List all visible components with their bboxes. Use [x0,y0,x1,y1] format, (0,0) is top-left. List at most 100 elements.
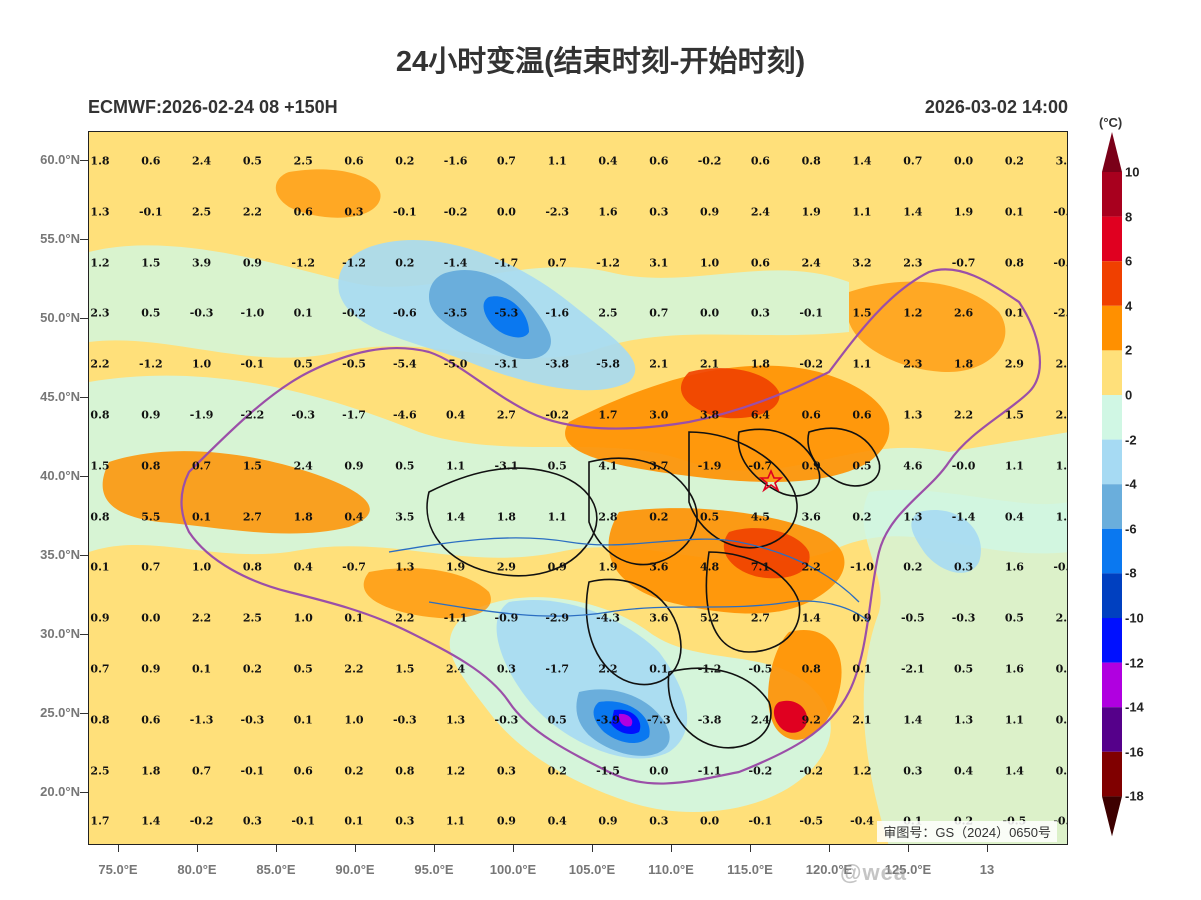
grid-value: 0.6 [293,205,313,219]
grid-value: 0.7 [649,306,669,320]
grid-value: 1.3 [903,510,923,524]
grid-value: 2.2 [1055,611,1068,625]
colorbar-label: 0 [1125,387,1133,403]
grid-value: -5.4 [392,357,417,371]
grid-value: 0.1 [1004,205,1024,219]
grid-value: 0.1 [344,611,364,625]
grid-value: 1.1 [446,814,466,828]
grid-value: 1.4 [852,154,872,168]
grid-value: -0.3 [1053,256,1067,270]
grid-value: -0.8 [1053,205,1067,219]
grid-value: 2.5 [242,611,262,625]
grid-value: 0.7 [192,459,212,473]
longitude-label: 115.0°E [727,862,773,877]
grid-value: 2.2 [90,357,110,371]
grid-value: 1.1 [1055,510,1068,524]
grid-value: 9.2 [801,713,821,727]
grid-value: 5.5 [141,510,161,524]
yellow-river [388,537,860,603]
grid-value: 0.1 [852,662,872,676]
grid-value: 0.6 [141,154,161,168]
grid-value: 1.4 [903,713,923,727]
grid-value: -2.2 [240,408,265,422]
latitude-label: 20.0°N [40,784,80,799]
grid-value: 1.3 [446,713,466,727]
grid-value: 0.9 [547,560,567,574]
longitude-tick [671,845,672,852]
colorbar-label: 8 [1125,209,1133,225]
longitude-tick [987,845,988,852]
grid-value: 0.6 [750,154,770,168]
grid-value: 1.8 [141,764,161,778]
national-boundary [180,268,1041,785]
colorbar-label: -6 [1125,521,1137,537]
grid-value: -2.9 [545,611,570,625]
grid-value: 0.6 [750,256,770,270]
grid-value: 2.9 [1004,357,1024,371]
unit-label: (°C) [1099,115,1123,130]
grid-value: 4.8 [700,560,720,574]
grid-value: -0.3 [240,713,265,727]
grid-value: 0.3 [903,764,923,778]
grid-value: 1.8 [750,357,770,371]
grid-value: 0.8 [801,662,821,676]
grid-value: 0.8 [90,713,110,727]
grid-value: -0.3 [291,408,316,422]
grid-value: 0.8 [141,459,161,473]
latitude-label: 60.0°N [40,152,80,167]
colorbar-label: -8 [1125,565,1137,581]
province-boundary-shanxi [688,431,798,549]
grid-value: 0.7 [1055,662,1068,676]
grid-value: 1.4 [446,510,466,524]
grid-value: 2.5 [293,154,313,168]
grid-value: 1.0 [1055,459,1068,473]
temperature-change-map[interactable]: 1.8 0.6 2.4 0.5 2.5 0.6 0.2 -1.6 0.7 1.1 0.4 0.6 -0.… [88,131,1068,845]
warm-zone-northeast [849,281,1006,372]
latitude-label: 50.0°N [40,310,80,325]
grid-value: 1.1 [446,459,466,473]
chart-title: 24小时变温(结束时刻-开始时刻) [395,46,806,78]
grid-value: 2.4 [192,154,212,168]
grid-value: -3.5 [443,306,468,320]
grid-value: 0.0 [700,306,720,320]
grid-value: -0.1 [748,814,773,828]
grid-value: 0.5 [293,662,313,676]
grid-value: -1.4 [951,510,976,524]
grid-value: 2.7 [242,510,262,524]
grid-value: 2.4 [801,256,821,270]
grid-value: 1.5 [242,459,262,473]
colorbar-segment [1102,439,1122,485]
grid-value: -1.1 [443,611,468,625]
hot-core-henan [723,528,810,579]
grid-value: -2.8 [1053,306,1067,320]
grid-value: 0.9 [344,459,364,473]
grid-value: 0.8 [801,154,821,168]
longitude-tick [908,845,909,852]
grid-value: 0.5 [547,459,567,473]
grid-value: -4.6 [392,408,417,422]
longitude-label: 90.0°E [335,862,375,877]
grid-value: 2.1 [852,713,872,727]
grid-value: 0.1 [192,662,212,676]
grid-value: -2.1 [900,662,925,676]
grid-value: -3.8 [697,713,722,727]
cool-zone-east-sea [863,489,1067,844]
grid-value: 2.2 [242,205,262,219]
grid-value: 0.2 [395,154,415,168]
grid-value: 1.8 [293,510,313,524]
grid-value: 0.6 [141,713,161,727]
grid-value: 1.3 [395,560,415,574]
grid-value: -0.2 [189,814,214,828]
latitude-label: 25.0°N [40,705,80,720]
colorbar-label: -4 [1125,476,1137,492]
grid-value: 0.6 [801,408,821,422]
grid-value: -1.0 [240,306,265,320]
province-boundary-guangxi [667,667,772,749]
grid-value: -1.9 [189,408,214,422]
grid-value: 2.2 [192,611,212,625]
beijing-star-icon [758,468,784,493]
grid-value: 0.7 [496,154,516,168]
grid-value: 0.6 [852,408,872,422]
longitude-tick [592,845,593,852]
grid-value: -5.0 [443,357,468,371]
